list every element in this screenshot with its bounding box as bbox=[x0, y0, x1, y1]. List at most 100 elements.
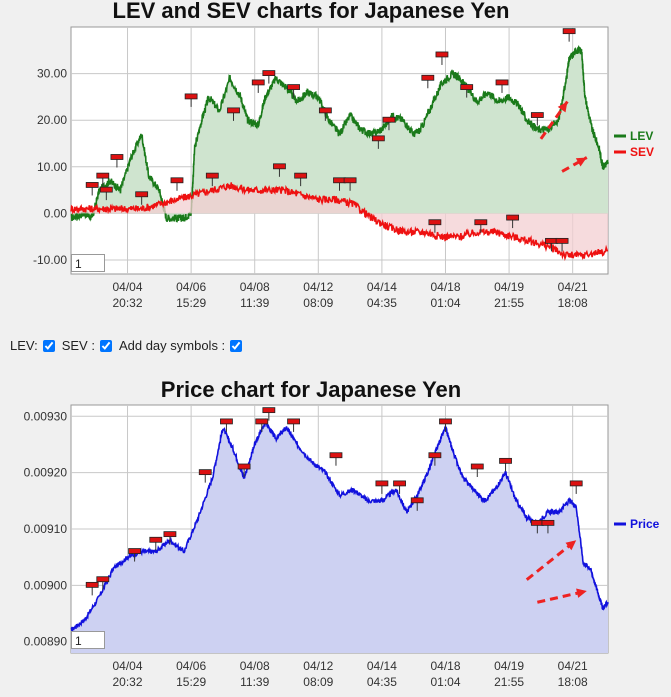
lev-day-marker-flag bbox=[262, 70, 276, 77]
price-x-tick-date: 04/08 bbox=[240, 659, 270, 673]
lev-toggle-label: LEV: bbox=[10, 338, 38, 353]
lev-day-marker-flag bbox=[287, 84, 300, 90]
lev-x-tick-time: 21:55 bbox=[494, 296, 524, 310]
price-x-tick-date: 04/12 bbox=[303, 659, 333, 673]
day-symbols-toggle-label: Add day symbols : bbox=[118, 338, 226, 353]
lev-y-tick-label: 30.00 bbox=[37, 67, 67, 81]
price-y-tick-label: 0.00900 bbox=[24, 578, 68, 592]
price-y-tick-label: 0.00910 bbox=[24, 522, 68, 536]
lev-day-marker-flag bbox=[474, 219, 488, 226]
lev-day-marker-flag bbox=[273, 163, 286, 170]
price-day-marker-flag bbox=[569, 480, 583, 487]
lev-day-marker-flag bbox=[435, 51, 449, 58]
lev-x-tick-date: 04/08 bbox=[240, 280, 270, 294]
price-day-marker-flag bbox=[375, 480, 389, 487]
lev-lev-series-line bbox=[70, 45, 609, 223]
lev-legend-label: LEV bbox=[630, 129, 653, 143]
lev-x-tick-date: 04/21 bbox=[558, 280, 588, 294]
lev-y-tick-label: 20.00 bbox=[37, 113, 67, 127]
price-day-marker-flag bbox=[410, 497, 424, 504]
price-day-marker-flag bbox=[85, 581, 99, 588]
price-y-tick-label: 0.00920 bbox=[24, 466, 68, 480]
lev-x-tick-date: 04/04 bbox=[113, 280, 143, 294]
price-day-marker-flag bbox=[163, 531, 177, 538]
lev-legend-label: SEV bbox=[630, 145, 654, 159]
lev-day-marker-flag bbox=[371, 135, 385, 142]
price-annotation-arrow bbox=[525, 539, 578, 581]
lev-day-marker-flag bbox=[99, 186, 113, 193]
price-y-tick-label: 0.00930 bbox=[24, 409, 68, 423]
price-day-marker-flag bbox=[198, 469, 212, 476]
lev-day-marker-flag bbox=[343, 177, 357, 184]
lev-day-marker-flag bbox=[460, 84, 474, 90]
lev-day-marker-flag bbox=[227, 107, 240, 114]
lev-day-marker-flag bbox=[85, 182, 99, 188]
lev-sev-area bbox=[71, 182, 608, 259]
lev-x-tick-time: 08:09 bbox=[303, 296, 333, 310]
price-price-series-line bbox=[70, 418, 609, 632]
lev-chart-title: LEV and SEV charts for Japanese Yen bbox=[113, 0, 510, 23]
price-x-tick-date: 04/06 bbox=[176, 659, 206, 673]
price-day-marker-flag bbox=[262, 407, 276, 414]
price-chart-title: Price chart for Japanese Yen bbox=[161, 377, 461, 402]
lev-x-tick-date: 04/14 bbox=[367, 280, 397, 294]
price-day-marker-flag bbox=[329, 452, 343, 459]
price-day-marker-flag bbox=[541, 519, 555, 526]
price-day-marker-flag bbox=[439, 418, 452, 425]
price-x-tick-date: 04/14 bbox=[367, 659, 397, 673]
lev-day-marker-flag bbox=[530, 112, 544, 118]
lev-day-marker-flag bbox=[294, 172, 308, 179]
price-x-tick-time: 04:35 bbox=[367, 675, 397, 689]
lev-x-tick-time: 15:29 bbox=[176, 296, 206, 310]
price-day-marker-flag bbox=[128, 548, 141, 554]
lev-x-tick-time: 04:35 bbox=[367, 296, 397, 310]
price-x-tick-date: 04/21 bbox=[558, 659, 588, 673]
price-x-tick-time: 01:04 bbox=[430, 675, 460, 689]
lev-day-marker-flag bbox=[110, 154, 124, 160]
lev-checkbox[interactable] bbox=[42, 339, 55, 352]
lev-day-marker-flag bbox=[184, 93, 198, 100]
lev-x-tick-date: 04/06 bbox=[176, 280, 206, 294]
sev-checkbox[interactable] bbox=[99, 339, 112, 352]
price-x-tick-time: 11:39 bbox=[240, 675, 269, 689]
price-day-marker-flag bbox=[428, 452, 442, 459]
lev-day-marker-flag bbox=[318, 107, 332, 114]
lev-x-tick-time: 01:04 bbox=[430, 296, 460, 310]
lev-day-marker-flag bbox=[135, 191, 149, 198]
price-day-marker-flag bbox=[393, 480, 406, 487]
price-day-marker-flag bbox=[149, 536, 163, 543]
lev-day-marker-flag bbox=[495, 79, 509, 86]
price-annotation-arrowhead bbox=[565, 540, 577, 551]
sev-toggle-label: SEV : bbox=[61, 338, 95, 353]
price-x-tick-date: 04/04 bbox=[113, 659, 143, 673]
lev-day-marker-flag bbox=[562, 28, 576, 35]
price-day-marker-flag bbox=[499, 457, 512, 464]
price-day-marker-flag bbox=[255, 418, 269, 425]
day-symbols-checkbox[interactable] bbox=[230, 339, 243, 352]
lev-x-tick-time: 18:08 bbox=[558, 296, 588, 310]
price-chart-page-input[interactable]: 1 bbox=[71, 631, 105, 649]
lev-x-tick-time: 11:39 bbox=[240, 296, 269, 310]
lev-y-tick-label: -10.00 bbox=[33, 253, 67, 267]
lev-day-marker-flag bbox=[96, 172, 110, 179]
lev-x-tick-time: 20:32 bbox=[113, 296, 143, 310]
price-legend-label: Price bbox=[630, 517, 660, 531]
lev-day-marker-flag bbox=[251, 79, 265, 86]
price-day-marker-flag bbox=[237, 463, 251, 470]
lev-x-tick-date: 04/12 bbox=[303, 280, 333, 294]
price-day-marker-flag bbox=[287, 418, 300, 425]
price-x-tick-date: 04/18 bbox=[430, 659, 460, 673]
lev-day-marker-flag bbox=[555, 237, 569, 244]
price-day-marker-flag bbox=[470, 463, 484, 470]
price-annotation-arrowhead bbox=[576, 588, 587, 598]
price-day-marker-flag bbox=[96, 576, 110, 583]
lev-y-tick-label: 10.00 bbox=[37, 160, 67, 174]
lev-day-marker-flag bbox=[506, 214, 520, 221]
price-x-tick-time: 18:08 bbox=[558, 675, 588, 689]
lev-chart-page-input[interactable]: 1 bbox=[71, 254, 105, 272]
lev-x-tick-date: 04/18 bbox=[430, 280, 460, 294]
lev-y-tick-label: 0.00 bbox=[44, 206, 68, 220]
price-price-area bbox=[71, 421, 608, 653]
price-y-tick-label: 0.00890 bbox=[24, 635, 68, 649]
lev-day-marker-flag bbox=[421, 74, 435, 81]
